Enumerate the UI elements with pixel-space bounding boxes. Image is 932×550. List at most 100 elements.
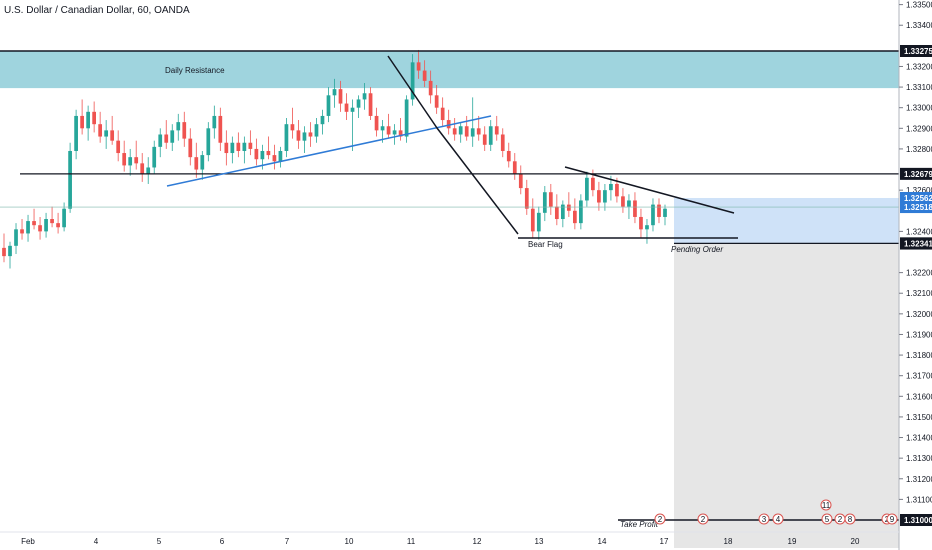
flagpole-line	[387, 55, 519, 235]
candle-body	[494, 126, 499, 135]
candle-body	[482, 134, 487, 145]
price-tag	[900, 514, 932, 526]
candle-body	[104, 130, 109, 137]
candle-body	[242, 142, 247, 151]
candle-body	[20, 229, 24, 234]
candle-body	[452, 128, 457, 135]
candle-body	[272, 155, 277, 162]
candle-body	[386, 126, 391, 135]
candle-body	[548, 192, 553, 207]
price-tag	[900, 201, 932, 214]
candle-body	[470, 128, 475, 137]
time-tick-label: 13	[535, 537, 544, 546]
candle-body	[80, 115, 84, 129]
price-tag-label: 1.32679	[904, 170, 932, 179]
candle-body	[26, 221, 30, 234]
candle-body	[170, 130, 175, 143]
event-badge-icon	[772, 513, 784, 525]
candle-body	[176, 122, 181, 131]
price-tick-label: 1.32100	[906, 289, 932, 298]
candle-body	[44, 219, 48, 232]
price-tick-label: 1.32000	[906, 310, 932, 319]
price-tick-label: 1.33100	[906, 83, 932, 92]
candle-body	[422, 70, 427, 81]
candle-body	[266, 150, 271, 156]
price-tick-label: 1.31500	[906, 413, 932, 422]
candle-body	[164, 134, 169, 143]
candle-body	[134, 157, 139, 164]
resistance-label: Daily Resistance	[165, 66, 225, 75]
candle-body	[116, 140, 121, 154]
price-tick-label: 1.31200	[906, 475, 932, 484]
candle-body	[296, 130, 301, 141]
candle-body	[254, 148, 259, 160]
candle-body	[374, 115, 379, 131]
event-badge-count: 11	[822, 501, 831, 510]
price-tick-label: 1.32600	[906, 186, 932, 195]
time-tick-label: 17	[660, 537, 669, 546]
price-tag	[900, 191, 932, 204]
price-tick-label: 1.31900	[906, 330, 932, 339]
candle-body	[110, 130, 115, 141]
candle-body	[639, 216, 643, 230]
event-badge-count: 8	[848, 515, 853, 524]
candle-body	[609, 183, 613, 191]
candle-body	[320, 115, 325, 125]
candle-body	[518, 173, 523, 189]
candle-body	[32, 221, 36, 226]
candle-body	[585, 177, 589, 201]
candle-body	[152, 146, 157, 168]
candle-body	[62, 208, 66, 228]
event-badge-icon	[697, 513, 709, 525]
price-tag	[900, 237, 932, 250]
background-layer	[0, 51, 899, 548]
price-tick-label: 1.31600	[906, 392, 932, 401]
time-tick-label: 4	[94, 537, 99, 546]
event-badge-count: 5	[825, 515, 830, 524]
price-tick-label: 1.31300	[906, 454, 932, 463]
candle-body	[645, 225, 649, 230]
event-badge-count: 3	[762, 515, 767, 524]
candle-body	[302, 132, 307, 141]
price-tick-label: 1.33500	[906, 1, 932, 10]
candle-body	[542, 192, 547, 213]
candle-body	[290, 124, 295, 131]
candle-body	[380, 126, 385, 131]
candle-body	[663, 208, 667, 217]
candle-body	[2, 247, 6, 257]
candle-body	[404, 99, 409, 137]
candle-body	[651, 204, 655, 226]
candle-body	[476, 128, 481, 135]
price-tag	[900, 167, 932, 180]
event-badge-icon	[844, 513, 856, 525]
resistance-zone	[0, 51, 899, 89]
candle-body	[50, 219, 54, 224]
candle-body	[122, 153, 127, 166]
candle-body	[194, 157, 199, 170]
candle-body	[200, 155, 205, 170]
candle-body	[218, 115, 223, 143]
price-tick-label: 1.33200	[906, 62, 932, 71]
candle-body	[182, 122, 187, 139]
candle-body	[506, 150, 511, 162]
pending-order-label: Pending Order	[671, 245, 723, 254]
candle-body	[530, 208, 535, 232]
candle-body	[74, 115, 78, 151]
price-tag-label: 1.32518	[904, 203, 932, 212]
time-tick-label: 6	[220, 537, 225, 546]
price-tick-label: 1.33400	[906, 21, 932, 30]
event-badge-count: 2	[658, 515, 663, 524]
candle-body	[308, 132, 313, 137]
candle-body	[248, 142, 253, 149]
time-tick-label: 12	[473, 537, 482, 546]
price-tick-label: 1.31400	[906, 434, 932, 443]
candle-body	[356, 99, 361, 108]
candle-body	[140, 163, 145, 174]
time-tick-label: 5	[157, 537, 162, 546]
candle-body	[579, 200, 583, 224]
candle-body	[536, 212, 541, 232]
price-tag-label: 1.32341	[904, 240, 932, 249]
price-tick-label: 1.31100	[906, 495, 932, 504]
candle-body	[512, 161, 517, 174]
